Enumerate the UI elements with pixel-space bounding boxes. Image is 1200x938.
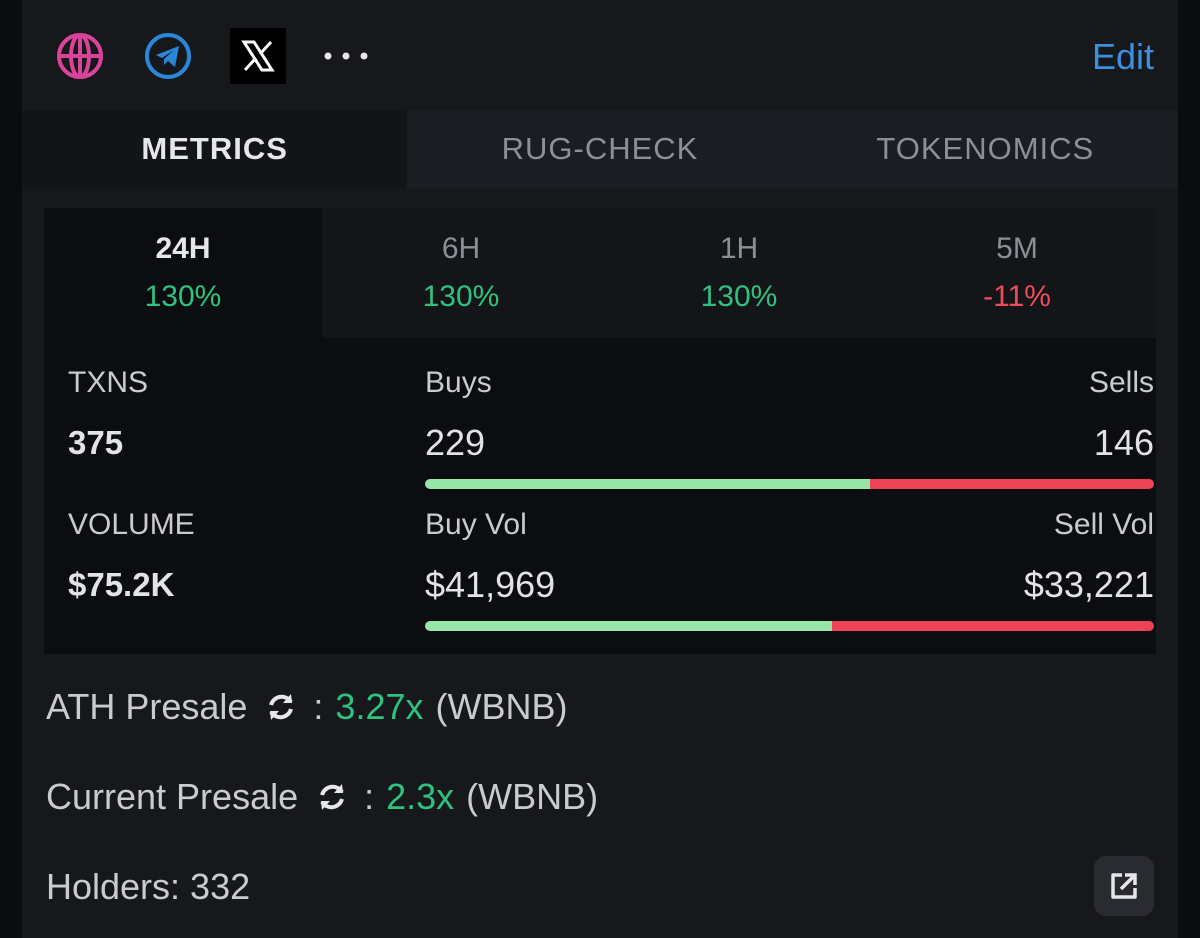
- txns-ratio-bar: [425, 479, 1154, 489]
- buy-vol-bar-fill: [425, 621, 832, 631]
- txns-label: TXNS: [68, 366, 149, 399]
- sell-vol-label: Sell Vol: [1053, 508, 1154, 541]
- ath-presale-unit: (WBNB): [435, 686, 568, 727]
- buys-label: Buys: [425, 366, 492, 399]
- x-icon[interactable]: [230, 28, 286, 84]
- holders-text: Holders: 332: [46, 866, 251, 907]
- period-5m[interactable]: 5M -11%: [878, 208, 1156, 338]
- volume-value: $75.2K: [68, 566, 175, 603]
- period-change: 130%: [422, 280, 500, 313]
- holders-row: Holders: 332: [46, 866, 250, 908]
- txns-value: 375: [68, 424, 124, 461]
- period-tabs: 24H 130% 6H 130% 1H 130% 5M -11%: [44, 208, 1156, 338]
- main-tabs: METRICS RUG-CHECK TOKENOMICS: [22, 110, 1178, 188]
- current-presale-row: Current Presale : 2.3x (WBNB): [46, 776, 598, 818]
- refresh-icon[interactable]: [312, 777, 352, 817]
- period-label: 24H: [155, 232, 211, 265]
- tab-rug-check[interactable]: RUG-CHECK: [501, 131, 699, 166]
- period-label: 5M: [996, 232, 1038, 265]
- metrics-box: 24H 130% 6H 130% 1H 130% 5M -11% TXNS 37…: [44, 208, 1156, 654]
- edit-button[interactable]: Edit: [1091, 36, 1154, 77]
- sell-vol-value: $33,221: [1023, 564, 1154, 605]
- more-icon[interactable]: [318, 28, 374, 84]
- ath-presale-label: ATH Presale: [46, 686, 248, 727]
- telegram-icon[interactable]: [140, 28, 196, 84]
- volume-ratio-bar: [425, 621, 1154, 631]
- buys-value: 229: [425, 422, 486, 463]
- period-change: 130%: [144, 280, 222, 313]
- current-presale-value: 2.3x: [386, 776, 455, 817]
- header: Edit: [22, 0, 1178, 110]
- token-info-panel: Edit METRICS RUG-CHECK TOKENOMICS 24H 13…: [22, 0, 1178, 938]
- current-presale-unit: (WBNB): [466, 776, 599, 817]
- period-24h[interactable]: 24H 130%: [44, 208, 322, 338]
- external-link-icon[interactable]: [1094, 856, 1154, 916]
- sells-label: Sells: [1088, 366, 1154, 399]
- buy-vol-label: Buy Vol: [425, 508, 527, 541]
- buys-bar-fill: [425, 479, 870, 489]
- period-label: 6H: [441, 232, 481, 265]
- period-6h[interactable]: 6H 130%: [322, 208, 600, 338]
- separator: :: [364, 776, 375, 817]
- current-presale-label: Current Presale: [46, 776, 299, 817]
- ath-presale-value: 3.27x: [335, 686, 424, 727]
- period-label: 1H: [719, 232, 759, 265]
- tab-tokenomics[interactable]: TOKENOMICS: [876, 131, 1095, 166]
- ath-presale-row: ATH Presale : 3.27x (WBNB): [46, 686, 567, 728]
- volume-label: VOLUME: [68, 508, 195, 541]
- refresh-icon[interactable]: [261, 687, 301, 727]
- separator: :: [313, 686, 324, 727]
- buy-vol-value: $41,969: [425, 564, 556, 605]
- sells-value: 146: [1093, 422, 1154, 463]
- period-change: 130%: [700, 280, 778, 313]
- period-1h[interactable]: 1H 130%: [600, 208, 878, 338]
- globe-icon[interactable]: [52, 28, 108, 84]
- period-change: -11%: [983, 280, 1051, 313]
- tab-metrics[interactable]: METRICS: [22, 110, 408, 188]
